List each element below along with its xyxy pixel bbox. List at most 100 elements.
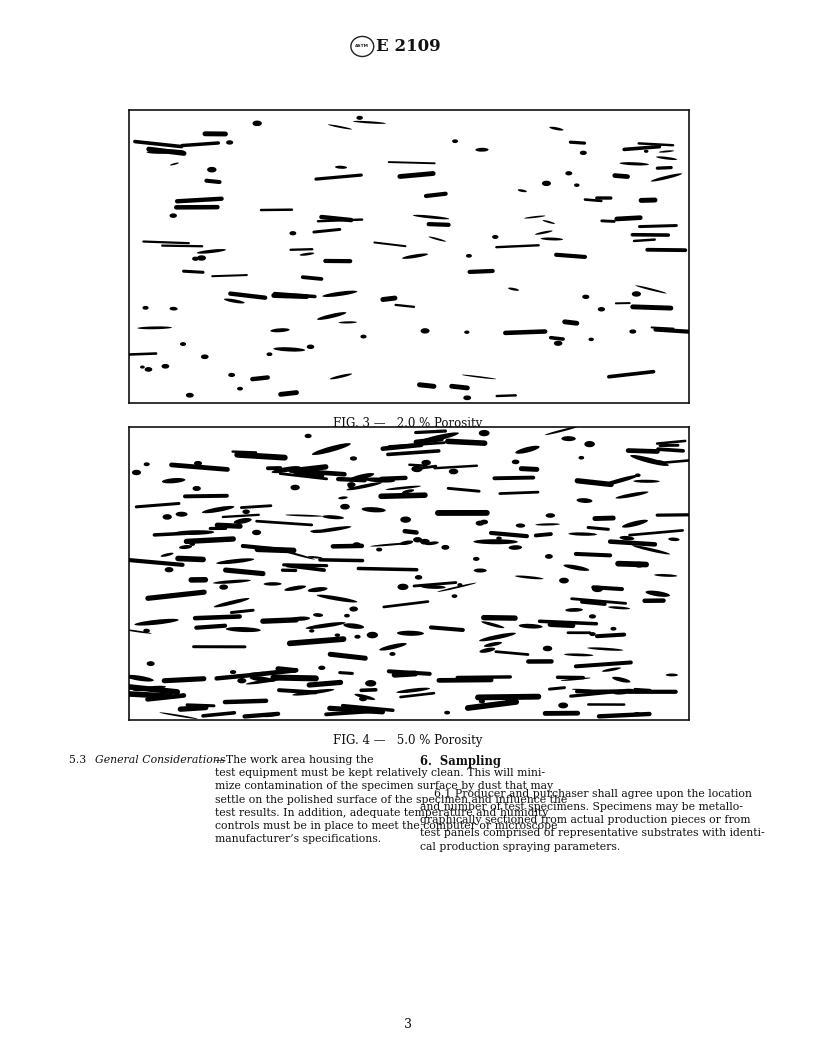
Ellipse shape — [213, 580, 251, 584]
Ellipse shape — [619, 535, 634, 541]
Ellipse shape — [250, 677, 276, 682]
Circle shape — [367, 633, 377, 638]
Ellipse shape — [615, 491, 649, 498]
Circle shape — [133, 471, 140, 474]
Text: 5.3: 5.3 — [55, 755, 91, 765]
Text: FIG. 4 —   5.0 % Porosity: FIG. 4 — 5.0 % Porosity — [333, 734, 483, 747]
Ellipse shape — [524, 215, 545, 219]
Circle shape — [267, 353, 272, 356]
Circle shape — [144, 463, 149, 466]
Ellipse shape — [330, 374, 353, 379]
Ellipse shape — [437, 583, 477, 592]
Circle shape — [193, 258, 198, 260]
Circle shape — [630, 331, 636, 333]
Ellipse shape — [354, 694, 375, 700]
Ellipse shape — [306, 622, 346, 629]
Ellipse shape — [386, 486, 421, 490]
Ellipse shape — [397, 687, 430, 693]
Ellipse shape — [515, 576, 543, 580]
Circle shape — [162, 364, 169, 367]
Circle shape — [231, 671, 236, 674]
Ellipse shape — [515, 446, 539, 454]
Ellipse shape — [545, 427, 579, 435]
Circle shape — [290, 232, 295, 234]
Ellipse shape — [400, 541, 413, 545]
Ellipse shape — [264, 715, 277, 717]
Circle shape — [450, 469, 458, 473]
Circle shape — [208, 168, 215, 172]
Circle shape — [636, 474, 640, 476]
Circle shape — [566, 172, 571, 174]
Circle shape — [543, 646, 552, 650]
Circle shape — [202, 355, 208, 358]
Circle shape — [348, 483, 355, 487]
Ellipse shape — [622, 520, 648, 528]
Ellipse shape — [379, 643, 406, 650]
Circle shape — [220, 585, 228, 589]
Ellipse shape — [273, 347, 305, 352]
Ellipse shape — [484, 642, 502, 647]
Ellipse shape — [125, 675, 153, 681]
Ellipse shape — [508, 287, 519, 290]
Circle shape — [481, 521, 487, 524]
Ellipse shape — [601, 475, 639, 486]
Ellipse shape — [284, 585, 306, 591]
Circle shape — [308, 345, 313, 348]
Ellipse shape — [246, 679, 281, 684]
Ellipse shape — [272, 466, 300, 473]
Circle shape — [143, 306, 148, 309]
Circle shape — [348, 485, 353, 488]
Ellipse shape — [577, 498, 592, 503]
Circle shape — [357, 116, 362, 119]
Circle shape — [238, 679, 246, 682]
Circle shape — [546, 554, 552, 559]
Circle shape — [305, 434, 311, 437]
Ellipse shape — [564, 654, 593, 656]
Ellipse shape — [264, 582, 282, 586]
Ellipse shape — [351, 36, 374, 57]
Ellipse shape — [666, 674, 678, 677]
Circle shape — [190, 543, 194, 545]
Ellipse shape — [317, 313, 346, 320]
Circle shape — [415, 576, 422, 579]
Ellipse shape — [417, 432, 459, 444]
Ellipse shape — [636, 285, 667, 294]
Ellipse shape — [308, 587, 327, 592]
Ellipse shape — [312, 444, 351, 455]
Ellipse shape — [175, 512, 188, 516]
Ellipse shape — [543, 220, 555, 224]
Circle shape — [422, 460, 430, 465]
Ellipse shape — [161, 552, 174, 557]
Circle shape — [195, 461, 202, 465]
Ellipse shape — [462, 375, 496, 379]
Ellipse shape — [328, 125, 352, 130]
Ellipse shape — [564, 565, 589, 571]
Ellipse shape — [339, 496, 348, 499]
Ellipse shape — [633, 479, 660, 483]
Ellipse shape — [668, 538, 680, 541]
Ellipse shape — [170, 163, 179, 166]
Circle shape — [401, 517, 410, 522]
Ellipse shape — [344, 623, 364, 629]
Ellipse shape — [612, 677, 631, 682]
Text: 6.1 Producer and purchaser shall agree upon the location
and number of test spec: 6.1 Producer and purchaser shall agree u… — [420, 789, 765, 851]
Text: FIG. 3 —   2.0 % Porosity: FIG. 3 — 2.0 % Porosity — [334, 417, 482, 430]
Circle shape — [497, 538, 501, 540]
Circle shape — [171, 214, 176, 218]
Ellipse shape — [322, 515, 344, 520]
Ellipse shape — [216, 559, 255, 564]
Ellipse shape — [286, 514, 322, 516]
Ellipse shape — [645, 590, 670, 597]
Circle shape — [634, 713, 640, 716]
Ellipse shape — [261, 548, 282, 550]
Circle shape — [351, 457, 357, 460]
Circle shape — [253, 530, 260, 534]
Ellipse shape — [602, 667, 621, 672]
Ellipse shape — [292, 689, 335, 696]
Ellipse shape — [413, 214, 450, 220]
Circle shape — [341, 505, 349, 509]
Text: 6.  Sampling: 6. Sampling — [420, 755, 501, 768]
Circle shape — [353, 543, 360, 546]
Ellipse shape — [346, 483, 382, 490]
Circle shape — [464, 396, 470, 399]
